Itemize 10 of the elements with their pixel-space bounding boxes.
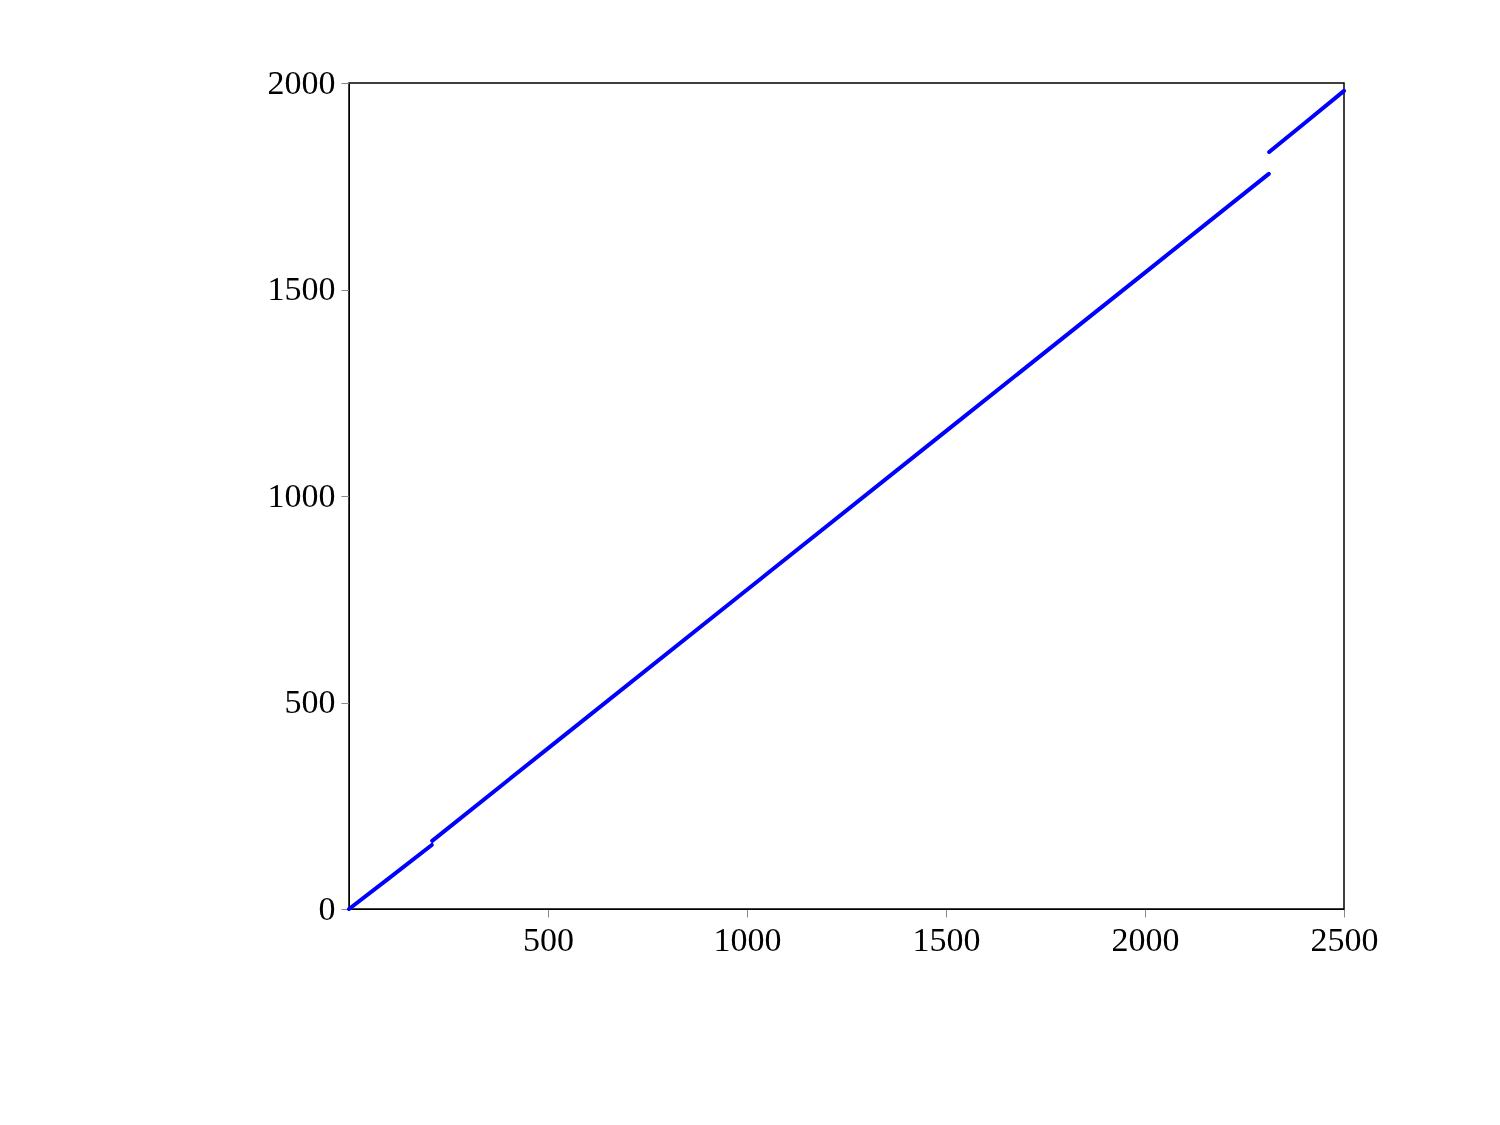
x-tick-label: 2000 — [1111, 920, 1180, 958]
x-tick-label: 1500 — [912, 920, 981, 958]
y-tick-label: 2000 — [267, 63, 336, 101]
x-tick-label: 500 — [523, 920, 574, 958]
y-tick-label: 1500 — [267, 270, 336, 307]
x-tick-label: 1000 — [713, 920, 782, 958]
x-tick-label: 2500 — [1310, 920, 1379, 958]
y-tick-label: 500 — [284, 683, 336, 720]
y-tick-label: 0 — [318, 889, 336, 927]
y-tick-label: 1000 — [267, 476, 336, 514]
